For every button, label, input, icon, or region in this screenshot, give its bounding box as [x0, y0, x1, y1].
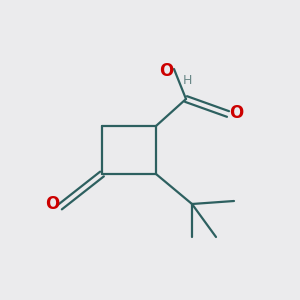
Text: O: O	[45, 195, 60, 213]
Text: H: H	[183, 74, 192, 88]
Text: O: O	[229, 103, 243, 122]
Text: O: O	[159, 61, 174, 80]
